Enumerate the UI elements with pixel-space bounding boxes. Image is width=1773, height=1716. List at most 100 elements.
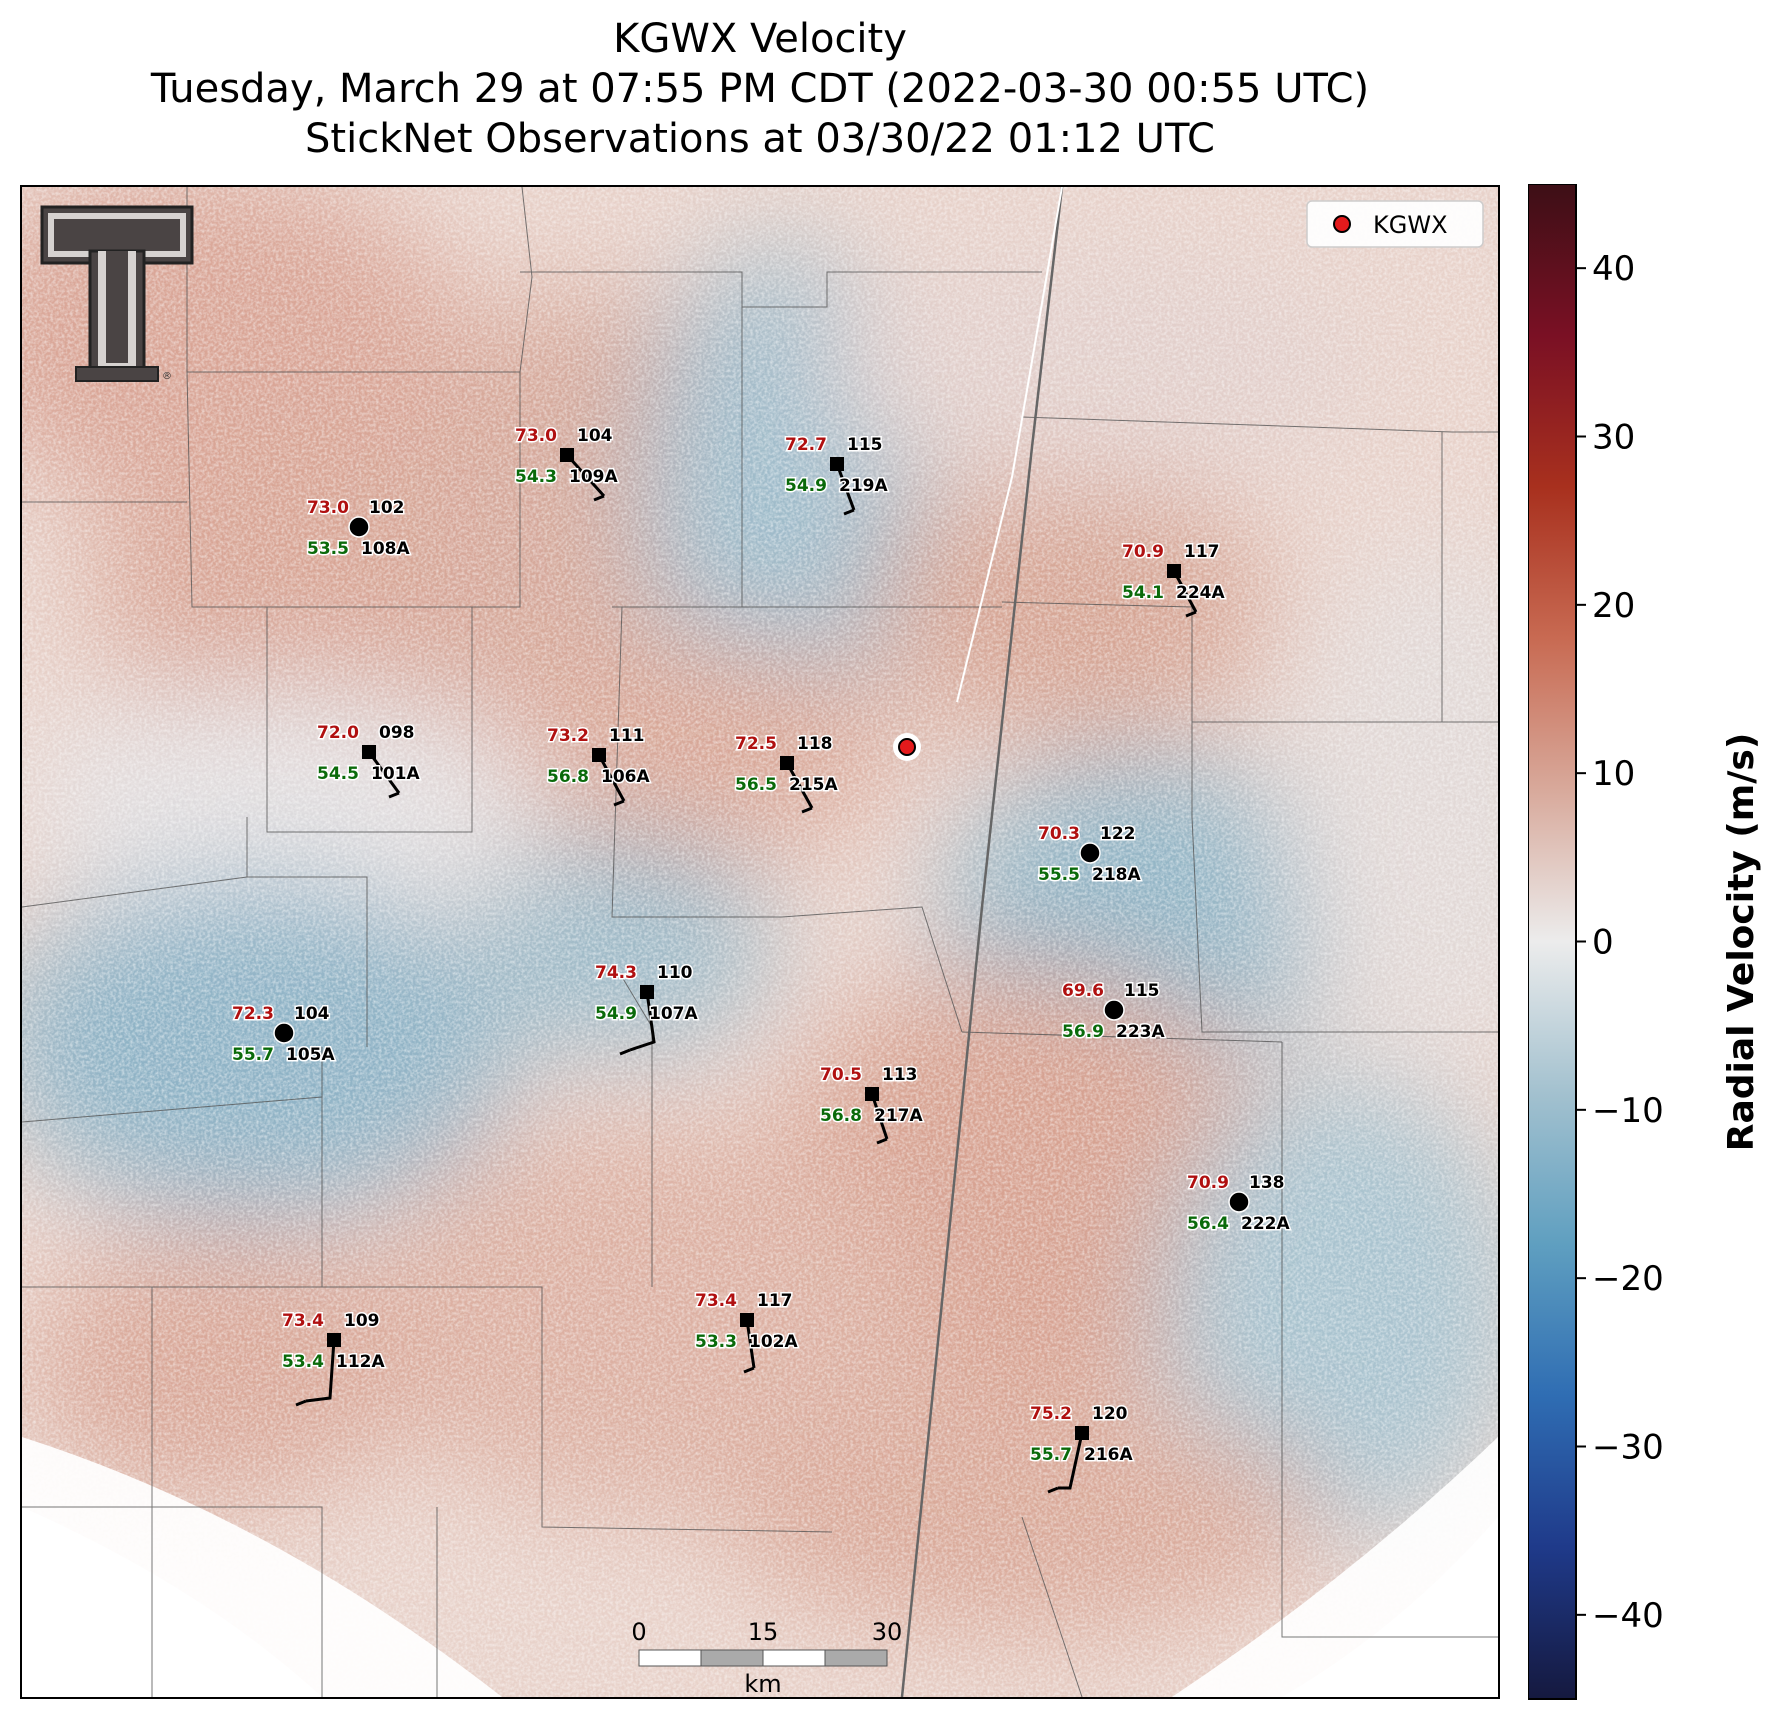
wind-barb [305,1339,336,1403]
station-marker [1228,1191,1250,1213]
station-222A[interactable]: 70.9 138 56.4 222A [1186,1172,1292,1236]
colorbar-label: Radial Velocity (m/s) [1721,733,1762,1152]
scale-label-15: 15 [748,1618,779,1646]
station-109A[interactable]: 73.0 104 54.3 109A [514,425,620,502]
colorbar-gradient [1528,184,1577,1700]
station-id: 109A [569,467,618,487]
scale-bar: 0 15 30 km [631,1618,902,1697]
colorbar-tick-label: 30 [1592,418,1635,458]
station-dewpoint: 55.5 [1038,865,1080,885]
wind-barb-flag [1185,610,1197,618]
station-dewpoint: 54.5 [317,764,359,784]
station-pressure: 102 [369,498,405,518]
county-boundaries [22,187,1498,1697]
station-id: 101A [371,764,420,784]
velocity-field [22,187,1498,1697]
station-dewpoint: 53.4 [282,1352,324,1372]
colorbar-ticks: −40 −30 −20 −10 0 10 20 30 40 [1576,249,1664,1636]
station-112A[interactable]: 73.4 109 53.4 112A [281,1310,387,1407]
station-temperature: 73.4 [695,1291,737,1311]
colorbar-tick-label: 0 [1592,923,1614,963]
station-temperature: 73.4 [282,1311,324,1331]
station-id: 215A [789,775,838,795]
station-224A[interactable]: 70.9 117 54.1 224A [1121,541,1227,618]
colorbar-tick-label: 40 [1592,249,1635,289]
station-id: 218A [1092,865,1141,885]
title-scan-time: Tuesday, March 29 at 07:55 PM CDT (2022-… [150,66,1370,112]
wind-barb-flag [743,1366,755,1374]
legend-kgwx-marker [1333,215,1351,233]
station-218A[interactable]: 70.3 122 55.5 218A [1037,823,1143,887]
station-id: 107A [649,1004,698,1024]
station-dewpoint: 54.3 [515,467,557,487]
legend-kgwx-label: KGWX [1373,211,1448,239]
station-marker [830,457,844,471]
station-217A[interactable]: 70.5 113 56.8 217A [819,1064,925,1145]
station-marker [780,756,794,770]
station-temperature: 70.3 [1038,824,1080,844]
station-pressure: 111 [609,726,645,746]
station-temperature: 72.0 [317,723,359,743]
station-106A[interactable]: 73.2 111 56.8 106A [546,725,652,807]
station-temperature: 73.0 [307,498,349,518]
station-101A[interactable]: 72.0 098 54.5 101A [316,722,422,799]
station-dewpoint: 56.8 [820,1106,862,1126]
station-temperature: 69.6 [1062,981,1104,1001]
wind-barb-flag [593,494,605,502]
title-block: KGWX Velocity Tuesday, March 29 at 07:55… [0,14,1520,164]
wind-barb [1058,1432,1084,1490]
radar-map[interactable]: 73.0 104 54.3 109A 72.7 115 54.9 219A 73.0 102 53.… [20,185,1500,1699]
station-dewpoint: 54.9 [595,1004,637,1024]
station-id: 102A [749,1332,798,1352]
station-temperature: 72.7 [785,435,827,455]
radar-site-marker[interactable] [898,738,916,756]
station-102A[interactable]: 73.4 117 53.3 102A [694,1290,800,1374]
wind-barb-flag [1047,1486,1059,1494]
station-219A[interactable]: 72.7 115 54.9 219A [784,434,890,516]
legend-box: KGWX [1306,200,1484,248]
station-temperature: 70.5 [820,1065,862,1085]
colorbar-tick-label: −40 [1592,1596,1664,1636]
station-223A[interactable]: 69.6 115 56.9 223A [1061,980,1167,1044]
colorbar-tick-label: 10 [1592,754,1635,794]
station-marker [273,1022,295,1044]
station-dewpoint: 56.8 [547,767,589,787]
station-215A[interactable]: 72.5 118 56.5 215A [734,733,840,814]
title-obs-time: StickNet Observations at 03/30/22 01:12 … [305,116,1215,162]
colorbar-tick-label: −30 [1592,1428,1664,1468]
station-temperature: 74.3 [595,963,637,983]
sticknet-stations: 73.0 104 54.3 109A 72.7 115 54.9 219A 73.0 102 53.… [231,425,1292,1494]
station-dewpoint: 53.3 [695,1332,737,1352]
wind-barb-flag [295,1399,307,1407]
station-marker [740,1313,754,1327]
station-pressure: 117 [1184,542,1220,562]
station-id: 223A [1116,1022,1165,1042]
colorbar-tick-label: −20 [1592,1259,1664,1299]
station-marker [1103,999,1125,1021]
station-216A[interactable]: 75.2 120 55.7 216A [1029,1403,1135,1494]
station-marker [1167,564,1181,578]
station-marker [362,745,376,759]
colorbar: −40 −30 −20 −10 0 10 20 30 40 Radial Velocity (m… [1528,184,1773,1700]
station-pressure: 115 [847,435,883,455]
wind-barb [629,991,656,1052]
station-temperature: 73.2 [547,726,589,746]
station-temperature: 70.9 [1122,542,1164,562]
station-pressure: 098 [379,723,415,743]
wind-barb [597,754,626,802]
station-108A[interactable]: 73.0 102 53.5 108A [306,497,412,561]
wind-barb-flag [876,1137,888,1145]
station-id: 216A [1084,1445,1133,1465]
wind-barb [785,762,814,809]
station-dewpoint: 56.4 [1187,1214,1229,1234]
station-dewpoint: 53.5 [307,539,349,559]
station-id: 222A [1241,1214,1290,1234]
station-105A[interactable]: 72.3 104 55.7 105A [231,1003,337,1067]
wind-barb-flag [843,508,855,516]
station-pressure: 104 [294,1004,330,1024]
map-canvas: 73.0 104 54.3 109A 72.7 115 54.9 219A 73.0 102 53.… [22,187,1498,1697]
ttu-logo: ® [40,205,194,382]
station-107A[interactable]: 74.3 110 54.9 107A [594,962,700,1056]
station-marker [348,516,370,538]
station-temperature: 72.5 [735,734,777,754]
